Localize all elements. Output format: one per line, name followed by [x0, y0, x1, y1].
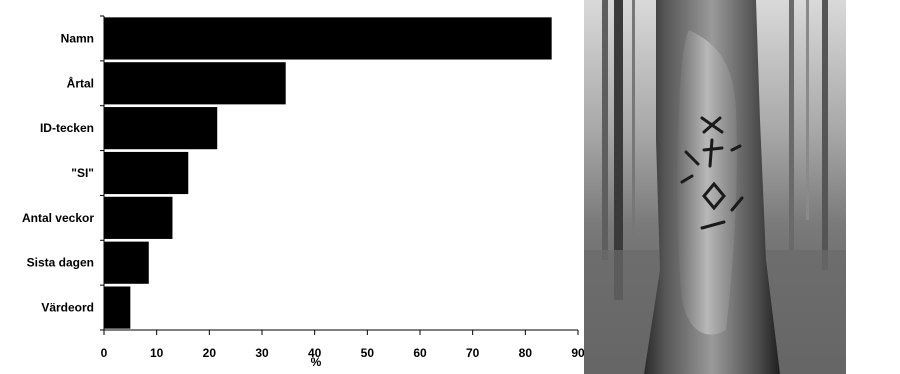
carved-tree-image: [584, 0, 846, 374]
x-tick-label: 40: [308, 346, 322, 360]
bar: [104, 62, 286, 105]
x-axis-title: %: [311, 355, 322, 369]
category-labels: Namn Årtal ID-tecken "SI" Antal veckor Sista …: [22, 31, 94, 314]
bar: [104, 196, 173, 239]
category-label: "SI": [71, 166, 94, 180]
bar: [104, 107, 218, 150]
y-tick-marks: [100, 15, 104, 331]
x-tick-label: 20: [203, 346, 217, 360]
category-label: ID-tecken: [40, 121, 94, 135]
category-label: Sista dagen: [27, 256, 94, 270]
bar: [104, 286, 131, 329]
bar-chart: Namn Årtal ID-tecken "SI" Antal veckor Sista …: [22, 15, 585, 369]
bar: [104, 151, 189, 195]
bars-layer: [104, 17, 552, 329]
x-tick-label: 90: [571, 346, 585, 360]
x-tick-label: 10: [150, 346, 164, 360]
x-tick-label: 30: [255, 346, 269, 360]
category-label: Antal veckor: [22, 211, 94, 225]
x-tick-label: 80: [519, 346, 533, 360]
x-tick-label: 60: [413, 346, 427, 360]
category-label: Namn: [61, 31, 94, 45]
bar: [104, 17, 552, 60]
category-label: Värdeord: [41, 301, 94, 315]
category-label: Årtal: [67, 75, 94, 90]
x-tick-label: 0: [101, 346, 108, 360]
carved-tree-photo: [584, 0, 846, 374]
x-tick-label: 70: [466, 346, 480, 360]
bar: [104, 241, 149, 284]
x-ticks: 0 10 20 30 40 50 60 70 80 90: [101, 330, 585, 360]
x-tick-label: 50: [361, 346, 375, 360]
